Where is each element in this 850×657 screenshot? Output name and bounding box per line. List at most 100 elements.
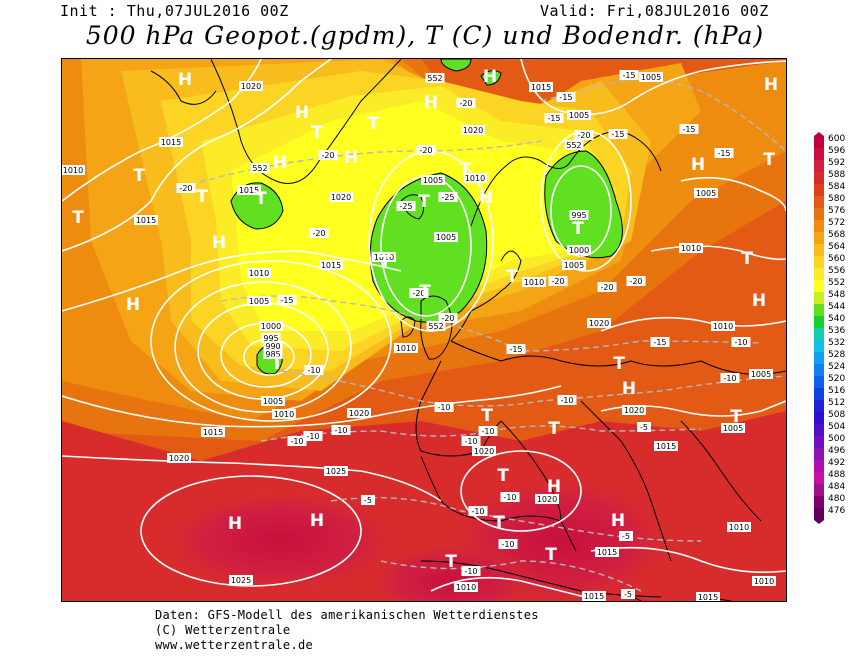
svg-text:-20: -20: [441, 314, 454, 323]
pressure-label: 1005: [434, 232, 458, 242]
pressure-label: 1020: [461, 125, 485, 135]
temperature-label: -5: [361, 495, 375, 505]
pressure-label: 1005: [749, 369, 773, 379]
legend-label: 508: [828, 410, 846, 420]
pressure-label: 1015: [134, 215, 158, 225]
svg-text:1005: 1005: [696, 189, 716, 198]
svg-text:1010: 1010: [456, 583, 476, 592]
pressure-label: 1015: [201, 427, 225, 437]
svg-text:995: 995: [263, 334, 278, 343]
legend-label: 564: [828, 242, 846, 252]
high-pressure-marker: H: [764, 75, 778, 95]
legend-label: 580: [828, 194, 846, 204]
low-pressure-marker: T: [741, 249, 753, 269]
svg-text:-20: -20: [629, 277, 642, 286]
legend-swatch: [814, 280, 824, 292]
svg-text:-10: -10: [481, 427, 494, 436]
legend-swatch: [814, 364, 824, 376]
legend-swatch: [814, 160, 824, 172]
legend-label: 596: [828, 146, 846, 156]
low-pressure-marker: T: [497, 466, 509, 486]
legend-label: 536: [828, 326, 846, 336]
temperature-label: -10: [434, 402, 454, 412]
pressure-label: 1005: [694, 188, 718, 198]
svg-text:1010: 1010: [729, 523, 749, 532]
svg-text:1010: 1010: [681, 244, 701, 253]
map-title: 500 hPa Geopot.(gpdm), T (C) und Bodendr…: [85, 21, 765, 50]
svg-text:1005: 1005: [569, 111, 589, 120]
svg-text:995: 995: [571, 211, 586, 220]
pressure-label: 1020: [587, 318, 611, 328]
pressure-label: 1005: [247, 296, 271, 306]
legend-swatch: [814, 460, 824, 472]
legend-label: 548: [828, 290, 846, 300]
svg-text:1015: 1015: [161, 138, 181, 147]
pressure-label: 1015: [319, 260, 343, 270]
legend-label: 528: [828, 350, 846, 360]
pressure-label: 1005: [261, 396, 285, 406]
high-pressure-marker: H: [547, 477, 561, 497]
high-pressure-marker: H: [622, 379, 636, 399]
pressure-label: 1010: [272, 409, 296, 419]
pressure-label: 1020: [535, 494, 559, 504]
svg-text:1025: 1025: [231, 576, 251, 585]
legend-swatch: [814, 184, 824, 196]
temperature-label: -10: [557, 395, 577, 405]
svg-text:-20: -20: [600, 283, 613, 292]
svg-text:552: 552: [427, 74, 442, 83]
high-pressure-marker: H: [611, 511, 625, 531]
legend-label: 584: [828, 182, 846, 192]
svg-text:-20: -20: [577, 131, 590, 140]
svg-text:-5: -5: [640, 423, 648, 432]
legend-label: 484: [828, 482, 846, 492]
legend-swatch: [814, 436, 824, 448]
svg-text:-20: -20: [321, 151, 334, 160]
svg-text:1020: 1020: [331, 193, 351, 202]
pressure-label: 995: [261, 333, 281, 343]
high-pressure-marker: H: [691, 155, 705, 175]
svg-text:-20: -20: [179, 184, 192, 193]
svg-text:985: 985: [265, 350, 280, 359]
legend-label: 496: [828, 446, 846, 456]
svg-text:552: 552: [428, 322, 443, 331]
weather-map: 1020 1015 1010 1015 1015 1020 1015 1010 1005 1000…: [61, 58, 787, 602]
pressure-label: 1000: [259, 321, 283, 331]
svg-text:-20: -20: [459, 99, 472, 108]
temperature-label: -10: [731, 337, 751, 347]
temperature-label: -15: [556, 92, 576, 102]
low-pressure-marker: T: [418, 192, 430, 212]
low-pressure-marker: T: [481, 406, 493, 426]
svg-text:-10: -10: [306, 432, 319, 441]
low-pressure-marker: T: [419, 282, 431, 302]
svg-text:-10: -10: [503, 493, 516, 502]
legend-swatch: [814, 316, 824, 328]
temperature-label: -10: [461, 436, 481, 446]
temperature-label: -15: [506, 344, 526, 354]
high-pressure-marker: H: [310, 511, 324, 531]
svg-text:-10: -10: [723, 374, 736, 383]
pressure-label: 1010: [247, 268, 271, 278]
legend-swatch: [814, 220, 824, 232]
high-pressure-marker: H: [178, 70, 192, 90]
low-pressure-marker: T: [311, 123, 323, 143]
legend-swatch: [814, 484, 824, 496]
pressure-label: 1010: [522, 277, 546, 287]
temperature-label: -15: [544, 113, 564, 123]
temperature-label: -15: [714, 148, 734, 158]
legend-label: 480: [828, 494, 846, 504]
high-pressure-marker: H: [212, 233, 226, 253]
high-pressure-marker: H: [479, 188, 493, 208]
geopotential-label: 552: [426, 321, 446, 331]
data-source: Daten: GFS-Modell des amerikanischen Wet…: [155, 608, 539, 622]
low-pressure-marker: T: [445, 552, 457, 572]
svg-text:1020: 1020: [589, 319, 609, 328]
svg-text:1010: 1010: [754, 577, 774, 586]
legend-swatch: [814, 376, 824, 388]
svg-text:-10: -10: [501, 540, 514, 549]
legend-swatch: [814, 136, 824, 148]
svg-text:1005: 1005: [249, 297, 269, 306]
temperature-label: -20: [626, 276, 646, 286]
temperature-label: -10: [498, 539, 518, 549]
color-legend: 600 596 592 588 584 580 576 572 568 564 560 556 552 5…: [812, 132, 850, 532]
pressure-label: 1010: [727, 522, 751, 532]
